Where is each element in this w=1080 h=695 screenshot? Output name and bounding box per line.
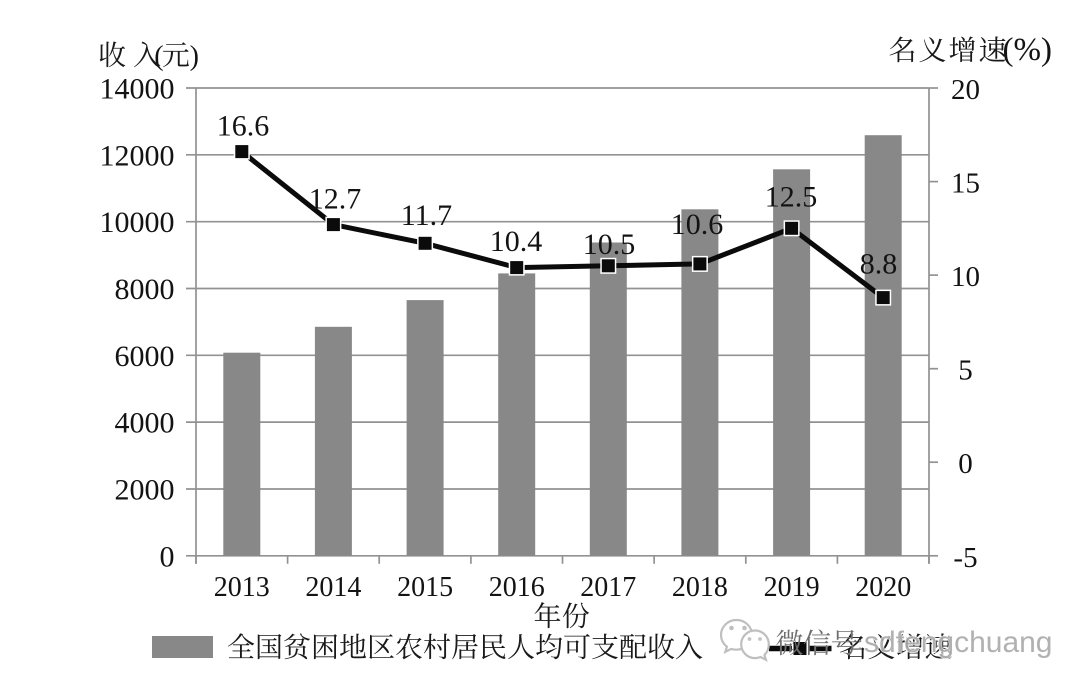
svg-text:10: 10: [951, 261, 980, 293]
svg-text:10000: 10000: [100, 206, 175, 239]
svg-text:0: 0: [958, 448, 973, 480]
svg-text:2019: 2019: [764, 572, 820, 603]
svg-text:12.5: 12.5: [765, 181, 818, 214]
svg-text:15: 15: [951, 168, 980, 200]
svg-text:4000: 4000: [115, 407, 175, 440]
svg-text:8.8: 8.8: [860, 248, 898, 281]
svg-text:(%): (%): [1003, 32, 1052, 68]
svg-text:2013: 2013: [214, 572, 270, 603]
svg-text:2018: 2018: [672, 572, 728, 603]
svg-text:2020: 2020: [855, 572, 911, 603]
svg-text:2015: 2015: [397, 572, 453, 603]
svg-text:16.6: 16.6: [217, 110, 270, 143]
svg-text:12.7: 12.7: [309, 183, 362, 216]
svg-text:10.4: 10.4: [490, 225, 543, 258]
svg-text:(: (: [154, 41, 163, 72]
svg-text:2000: 2000: [115, 474, 175, 507]
svg-text:12000: 12000: [100, 139, 175, 172]
svg-text:8000: 8000: [115, 273, 175, 306]
svg-text:10.6: 10.6: [671, 208, 724, 241]
svg-text:10.5: 10.5: [583, 228, 636, 261]
svg-text:0: 0: [160, 540, 175, 573]
svg-text::: :: [857, 630, 863, 655]
svg-text:20: 20: [951, 74, 980, 106]
svg-text:2017: 2017: [580, 572, 636, 603]
svg-text:5: 5: [958, 355, 973, 387]
svg-text:): ): [190, 41, 199, 72]
svg-text:6000: 6000: [115, 340, 175, 373]
svg-text:2014: 2014: [305, 572, 361, 603]
svg-text:-5: -5: [953, 542, 977, 574]
svg-text:11.7: 11.7: [401, 199, 452, 232]
svg-text:2016: 2016: [489, 572, 545, 603]
svg-text:sdfengchuang: sdfengchuang: [864, 626, 1053, 659]
svg-text:14000: 14000: [100, 73, 175, 106]
